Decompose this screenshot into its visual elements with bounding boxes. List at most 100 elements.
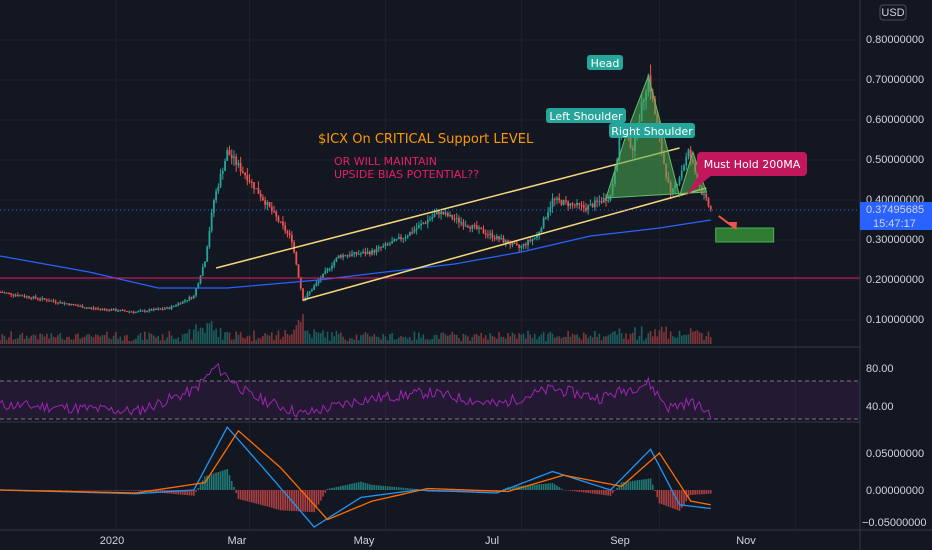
candle-body <box>65 303 68 305</box>
macd-histogram-bar <box>360 481 362 490</box>
annotations[interactable]: $ICX On CRITICAL Support LEVEL OR WILL M… <box>318 55 807 196</box>
macd-histogram-bar <box>404 487 407 490</box>
price-tick: 0.30000000 <box>866 234 924 246</box>
candle-body <box>573 204 576 206</box>
candle-body <box>54 301 57 303</box>
volume-bar <box>636 339 639 344</box>
volume-bar <box>553 337 556 344</box>
macd-histogram-bar <box>43 490 46 491</box>
volume-bar <box>386 340 389 344</box>
time-axis[interactable]: 2020 Mar May Jul Sep Nov <box>100 535 757 547</box>
rsi-pane[interactable] <box>0 362 860 420</box>
macd-histogram-bar <box>110 490 113 491</box>
macd-histogram-bar <box>591 490 594 494</box>
macd-histogram-bar <box>665 490 667 506</box>
volume-bar <box>643 340 645 344</box>
macd-histogram-bar <box>701 490 703 495</box>
volume-bar <box>188 329 191 344</box>
macd-histogram-bar <box>382 485 385 490</box>
volume-bar <box>444 334 447 344</box>
volume-bar <box>54 337 57 344</box>
volume-bar <box>609 333 612 344</box>
volume-bar <box>70 339 73 344</box>
chart-subtitle-line2[interactable]: UPSIDE BIAS POTENTIAL?? <box>334 168 479 181</box>
macd-histogram-bar <box>614 490 616 491</box>
volume-bar <box>72 339 75 344</box>
candle-body <box>344 255 347 257</box>
macd-histogram-bar <box>135 490 137 491</box>
chart-subtitle-line1[interactable]: OR WILL MAINTAIN <box>334 155 437 168</box>
macd-histogram-bar <box>293 490 295 512</box>
currency-button[interactable] <box>879 4 907 21</box>
volume-bar <box>605 336 607 344</box>
macd-histogram-bar <box>391 486 393 490</box>
candle-body <box>150 309 153 311</box>
macd-histogram-bar <box>346 484 349 490</box>
candle-body <box>522 243 525 246</box>
signal-line <box>0 429 711 521</box>
candle-body <box>186 300 189 302</box>
volume-bar <box>565 336 567 344</box>
macd-histogram-bar <box>79 490 82 491</box>
candle-body <box>464 225 467 227</box>
candle-body <box>420 223 422 226</box>
candle-body <box>99 308 102 310</box>
volume-bar <box>525 338 527 344</box>
price-tick: 0.20000000 <box>866 274 924 286</box>
candle-body <box>404 237 407 239</box>
macd-histogram-bar <box>215 472 217 490</box>
macd-histogram-bar <box>351 483 353 490</box>
macd-histogram-bar <box>344 485 347 490</box>
macd-histogram-bar <box>326 488 329 490</box>
candle-body <box>689 149 692 160</box>
candle-body <box>322 273 324 279</box>
volume-bar <box>651 336 654 344</box>
macd-histogram-bar <box>217 471 220 490</box>
candlestick-series[interactable] <box>0 64 712 315</box>
candle-body <box>348 255 351 257</box>
rsi-line <box>0 362 712 420</box>
head-label-box[interactable] <box>587 55 623 70</box>
macd-histogram-bar <box>649 478 652 490</box>
candle-body <box>34 296 37 299</box>
candle-body <box>406 235 409 238</box>
volume-bar <box>244 338 246 344</box>
candle-body <box>266 202 269 205</box>
volume-bar <box>148 332 151 344</box>
candle-body <box>79 305 82 307</box>
price-axis[interactable]: USD 0.80000000 0.70000000 0.60000000 0.5… <box>860 4 932 529</box>
macd-histogram-bar <box>128 490 131 491</box>
macd-pane[interactable] <box>0 425 712 528</box>
volume-bar <box>346 341 349 344</box>
candle-body <box>257 188 260 194</box>
volume-bar <box>489 333 491 344</box>
left-shoulder-label-box[interactable] <box>546 108 626 123</box>
volume-bar <box>1 334 4 344</box>
candle-body <box>148 309 151 312</box>
candle-body <box>45 299 48 301</box>
macd-histogram-bar <box>542 483 545 490</box>
candle-body <box>219 173 222 187</box>
macd-histogram-bar <box>119 490 122 491</box>
candle-body <box>166 307 168 309</box>
candle-body <box>172 305 175 307</box>
macd-histogram-bar <box>244 490 246 501</box>
candle-body <box>3 292 6 294</box>
candle-body <box>409 232 411 236</box>
volume-bar <box>404 336 407 344</box>
right-shoulder-label-box[interactable] <box>609 123 695 138</box>
candle-body <box>504 240 507 243</box>
volume-bar <box>128 341 131 344</box>
volume-bar <box>8 337 10 344</box>
volume-bar <box>268 335 271 344</box>
macd-histogram-bar <box>137 490 139 491</box>
chart-title[interactable]: $ICX On CRITICAL Support LEVEL <box>318 132 534 147</box>
candle-body <box>680 170 683 178</box>
volume-bar <box>201 327 204 344</box>
macd-histogram-bar <box>631 480 634 490</box>
callout-box[interactable] <box>697 152 807 176</box>
macd-histogram-bar <box>117 490 119 491</box>
volume-bar <box>177 337 180 344</box>
volume-bar <box>186 333 188 344</box>
